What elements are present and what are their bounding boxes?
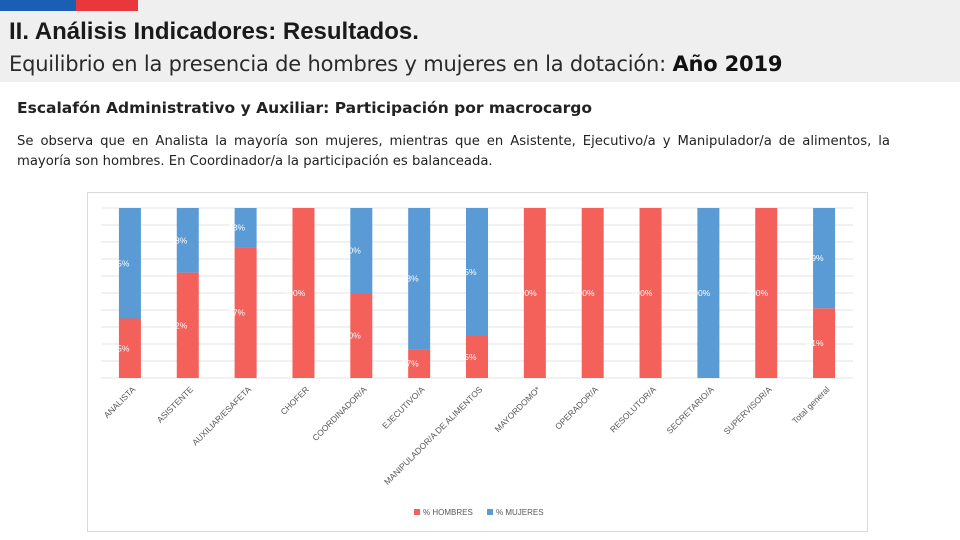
stacked-bar-chart: 35% 65% ANALISTA 62% 38% ASISTENTE 77% 23% AUXIL… [101,207,853,517]
data-label-hombres: 50% [344,331,361,341]
data-label-hombres: 25% [459,352,476,362]
category-label: RESOLUTOR/A [608,384,658,434]
data-label-mujeres: 100% [689,288,711,298]
bar-hombres [118,318,141,378]
data-label-mujeres: 83% [402,274,419,284]
category-label: OPERADOR/A [553,384,600,431]
description-text: Se observa que en Analista la mayoría so… [17,134,890,169]
bar-mujeres [176,208,199,273]
data-label-hombres: 35% [112,343,129,353]
data-label-hombres: 77% [228,308,245,318]
subtitle-prefix: Equilibrio en la presencia de hombres y … [9,52,673,76]
flag-blue-stripe [0,0,76,11]
bar-hombres [292,208,315,378]
bar-mujeres [813,208,836,309]
legend-label-mujeres: % MUJERES [496,508,544,517]
data-label-hombres: 100% [573,288,595,298]
data-label-mujeres: 75% [459,267,476,277]
data-label-mujeres: 23% [228,223,245,233]
data-label-hombres: 62% [170,320,187,330]
category-label: ASISTENTE [155,384,196,425]
data-label-hombres: 100% [631,288,653,298]
section-title: Escalafón Administrativo y Auxiliar: Par… [17,99,593,117]
data-label-hombres: 100% [515,288,537,298]
data-label-mujeres: 50% [344,246,361,256]
bar-hombres [234,247,257,378]
flag-red-stripe [76,0,138,11]
category-label: Total general [790,384,832,426]
slide-header: II. Análisis Indicadores: Resultados. Eq… [0,0,960,82]
category-label: CHOFER [278,384,310,416]
category-label: EJECUTIVO/A [380,384,427,431]
bar-hombres [350,293,373,378]
bar-hombres [466,335,488,378]
slide-title: II. Análisis Indicadores: Resultados. [9,18,419,45]
category-label: AUXILIAR/ESAFETA [190,384,253,447]
data-label-mujeres: 38% [170,235,187,245]
data-label-hombres: 17% [402,359,419,369]
bar-mujeres [118,208,141,319]
legend-label-hombres: % HOMBRES [423,508,473,517]
data-label-mujeres: 65% [112,258,129,268]
slide-subtitle: Equilibrio en la presencia de hombres y … [9,52,782,76]
data-label-hombres: 41% [807,338,824,348]
bar-mujeres [408,208,431,350]
bar-hombres [581,208,604,378]
category-label: SUPERVISOR/A [722,384,774,436]
chart-frame: 35% 65% ANALISTA 62% 38% ASISTENTE 77% 23% AUXIL… [87,192,868,532]
bar-mujeres [350,208,373,293]
category-label: MAYORDOMO* [493,384,543,434]
bar-hombres [176,272,199,378]
bar-hombres [639,208,662,378]
category-label: MANIPULADOR/A DE ALIMENTOS [382,384,485,487]
category-label: ANALISTA [102,384,138,420]
data-label-hombres: 100% [746,288,768,298]
data-label-mujeres: 59% [807,253,824,263]
bar-hombres [755,208,778,378]
bar-mujeres [234,208,257,248]
category-label: COORDINADOR/A [310,384,369,443]
legend-swatch-hombres [414,509,420,515]
category-label: SECRETARIO/A [664,384,716,436]
legend-swatch-mujeres [487,509,493,515]
bar-hombres [408,349,431,378]
subtitle-year: Año 2019 [672,52,783,76]
bar-hombres [523,208,546,378]
bar-mujeres [466,208,488,336]
data-label-hombres: 100% [284,288,306,298]
bar-mujeres [697,208,720,378]
bar-hombres [813,308,836,378]
